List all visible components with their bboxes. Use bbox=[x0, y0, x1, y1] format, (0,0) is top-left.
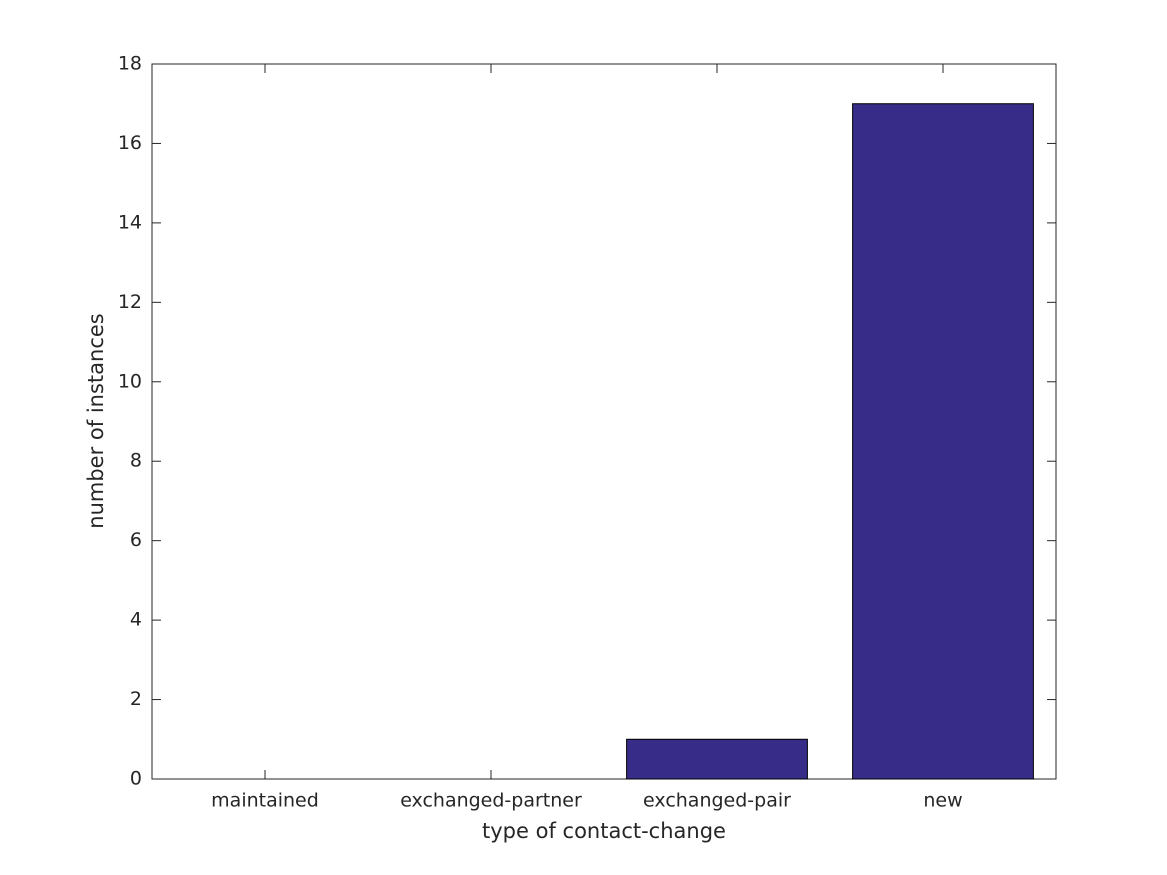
y-axis-title: number of instances bbox=[84, 313, 108, 528]
y-tick-label: 4 bbox=[130, 609, 142, 631]
bar bbox=[852, 103, 1034, 780]
y-tick-label: 16 bbox=[118, 132, 142, 154]
y-tick-label: 6 bbox=[130, 529, 142, 551]
bar bbox=[626, 738, 808, 780]
y-tick-label: 10 bbox=[118, 370, 142, 392]
y-tick-label: 2 bbox=[130, 688, 142, 710]
x-axis-title: type of contact-change bbox=[482, 819, 726, 843]
x-tick-label: exchanged-pair bbox=[643, 790, 791, 812]
x-tick-label: maintained bbox=[211, 790, 319, 812]
y-tick-label: 0 bbox=[130, 768, 142, 790]
y-tick-label: 18 bbox=[118, 53, 142, 75]
x-tick-label: exchanged-partner bbox=[400, 790, 582, 812]
y-tick-label: 14 bbox=[118, 211, 142, 233]
y-tick-label: 8 bbox=[130, 450, 142, 472]
y-tick-label: 12 bbox=[118, 291, 142, 313]
x-tick-label: new bbox=[923, 790, 962, 812]
